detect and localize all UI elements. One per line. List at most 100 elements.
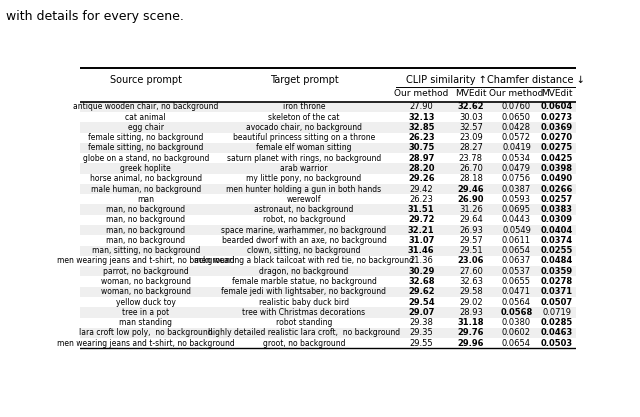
Text: 30.29: 30.29 (408, 267, 435, 276)
Text: 0.0479: 0.0479 (502, 164, 531, 173)
Text: 31.18: 31.18 (458, 318, 484, 327)
Text: 0.0484: 0.0484 (541, 256, 573, 266)
Text: 30.03: 30.03 (459, 113, 483, 122)
Text: 0.0572: 0.0572 (502, 133, 531, 142)
Text: 0.0507: 0.0507 (541, 298, 573, 306)
Text: 0.0654: 0.0654 (502, 246, 531, 255)
Bar (80, 163, 576, 173)
Text: 27.90: 27.90 (410, 102, 433, 111)
Bar (80, 122, 576, 133)
Bar (80, 225, 576, 235)
Bar (80, 276, 576, 286)
Text: 0.0270: 0.0270 (541, 133, 573, 142)
Text: men hunter holding a gun in both hands: men hunter holding a gun in both hands (227, 185, 381, 193)
Text: 0.0650: 0.0650 (502, 113, 531, 122)
Text: woman, no background: woman, no background (100, 287, 191, 296)
Text: man: man (137, 195, 154, 204)
Text: 28.93: 28.93 (459, 308, 483, 317)
Text: 0.0285: 0.0285 (541, 318, 573, 327)
Text: 29.72: 29.72 (408, 216, 435, 224)
Text: man standing: man standing (119, 318, 172, 327)
Text: female elf woman sitting: female elf woman sitting (256, 143, 352, 153)
Text: egg chair: egg chair (128, 123, 164, 132)
Text: 0.0398: 0.0398 (541, 164, 573, 173)
Text: 26.93: 26.93 (459, 226, 483, 235)
Bar (80, 173, 576, 184)
Text: 29.62: 29.62 (408, 287, 435, 296)
Text: 29.54: 29.54 (408, 298, 435, 306)
Text: 0.0275: 0.0275 (541, 143, 573, 153)
Text: 28.18: 28.18 (459, 174, 483, 183)
Text: 23.06: 23.06 (458, 256, 484, 266)
Bar (80, 338, 576, 348)
Text: 29.07: 29.07 (408, 308, 435, 317)
Text: 28.97: 28.97 (408, 154, 435, 163)
Text: 0.0257: 0.0257 (541, 195, 573, 204)
Text: 29.42: 29.42 (410, 185, 433, 193)
Text: 0.0380: 0.0380 (502, 318, 531, 327)
Text: 28.27: 28.27 (459, 143, 483, 153)
Text: man, no background: man, no background (106, 216, 186, 224)
Text: bearded dworf with an axe, no background: bearded dworf with an axe, no background (221, 236, 387, 245)
Text: Source prompt: Source prompt (109, 75, 182, 85)
Text: tree in a pot: tree in a pot (122, 308, 170, 317)
Text: realistic baby duck bird: realistic baby duck bird (259, 298, 349, 306)
Bar (80, 266, 576, 276)
Text: robot standing: robot standing (276, 318, 332, 327)
Text: 28.20: 28.20 (408, 164, 435, 173)
Text: horse animal, no background: horse animal, no background (90, 174, 202, 183)
Text: 31.46: 31.46 (408, 246, 435, 255)
Text: Chamfer distance ↓: Chamfer distance ↓ (487, 75, 585, 85)
Text: tree with Christmas decorations: tree with Christmas decorations (243, 308, 365, 317)
Text: 0.0425: 0.0425 (540, 154, 573, 163)
Text: 0.0278: 0.0278 (541, 277, 573, 286)
Text: 23.09: 23.09 (459, 133, 483, 142)
Text: 0.0760: 0.0760 (502, 102, 531, 111)
Text: space marine, warhammer, no background: space marine, warhammer, no background (221, 226, 387, 235)
Text: 0.0564: 0.0564 (502, 298, 531, 306)
Text: 29.35: 29.35 (410, 329, 433, 337)
Text: arab warrior: arab warrior (280, 164, 328, 173)
Text: 29.64: 29.64 (459, 216, 483, 224)
Text: lara croft low poly,  no background: lara croft low poly, no background (79, 329, 212, 337)
Text: highly detailed realistic lara croft,  no background: highly detailed realistic lara croft, no… (208, 329, 400, 337)
Text: 0.0602: 0.0602 (502, 329, 531, 337)
Text: 0.0371: 0.0371 (541, 287, 573, 296)
Text: dragon, no background: dragon, no background (259, 267, 349, 276)
Text: antique wooden chair, no background: antique wooden chair, no background (73, 102, 218, 111)
Text: 0.0537: 0.0537 (502, 267, 531, 276)
Text: greek hoplite: greek hoplite (120, 164, 171, 173)
Text: 0.0255: 0.0255 (540, 246, 573, 255)
Text: 0.0637: 0.0637 (502, 256, 531, 266)
Text: 31.51: 31.51 (408, 205, 435, 214)
Text: 32.63: 32.63 (459, 277, 483, 286)
Text: astronaut, no background: astronaut, no background (254, 205, 354, 214)
Text: men wearing a black tailcoat with red tie, no background: men wearing a black tailcoat with red ti… (194, 256, 414, 266)
Text: man, no background: man, no background (106, 236, 186, 245)
Text: man, no background: man, no background (106, 226, 186, 235)
Text: 0.0374: 0.0374 (541, 236, 573, 245)
Text: 0.0719: 0.0719 (542, 308, 571, 317)
Bar (80, 235, 576, 246)
Bar (80, 184, 576, 194)
Text: 29.26: 29.26 (408, 174, 435, 183)
Text: 26.90: 26.90 (458, 195, 484, 204)
Text: 0.0654: 0.0654 (502, 339, 531, 348)
Text: 29.76: 29.76 (458, 329, 484, 337)
Text: MVEdit: MVEdit (455, 89, 486, 98)
Text: female marble statue, no background: female marble statue, no background (232, 277, 376, 286)
Text: clown, sitting, no background: clown, sitting, no background (247, 246, 361, 255)
Text: robot, no background: robot, no background (262, 216, 345, 224)
Text: 26.23: 26.23 (408, 133, 435, 142)
Text: female sitting, no background: female sitting, no background (88, 143, 204, 153)
Text: Target prompt: Target prompt (269, 75, 339, 85)
Text: 29.38: 29.38 (410, 318, 433, 327)
Text: yellow duck toy: yellow duck toy (116, 298, 175, 306)
Text: skeleton of the cat: skeleton of the cat (268, 113, 340, 122)
Text: woman, no background: woman, no background (100, 277, 191, 286)
Bar (80, 194, 576, 204)
Text: 0.0534: 0.0534 (502, 154, 531, 163)
Text: 27.60: 27.60 (459, 267, 483, 276)
Text: 32.85: 32.85 (408, 123, 435, 132)
Text: 0.0428: 0.0428 (502, 123, 531, 132)
